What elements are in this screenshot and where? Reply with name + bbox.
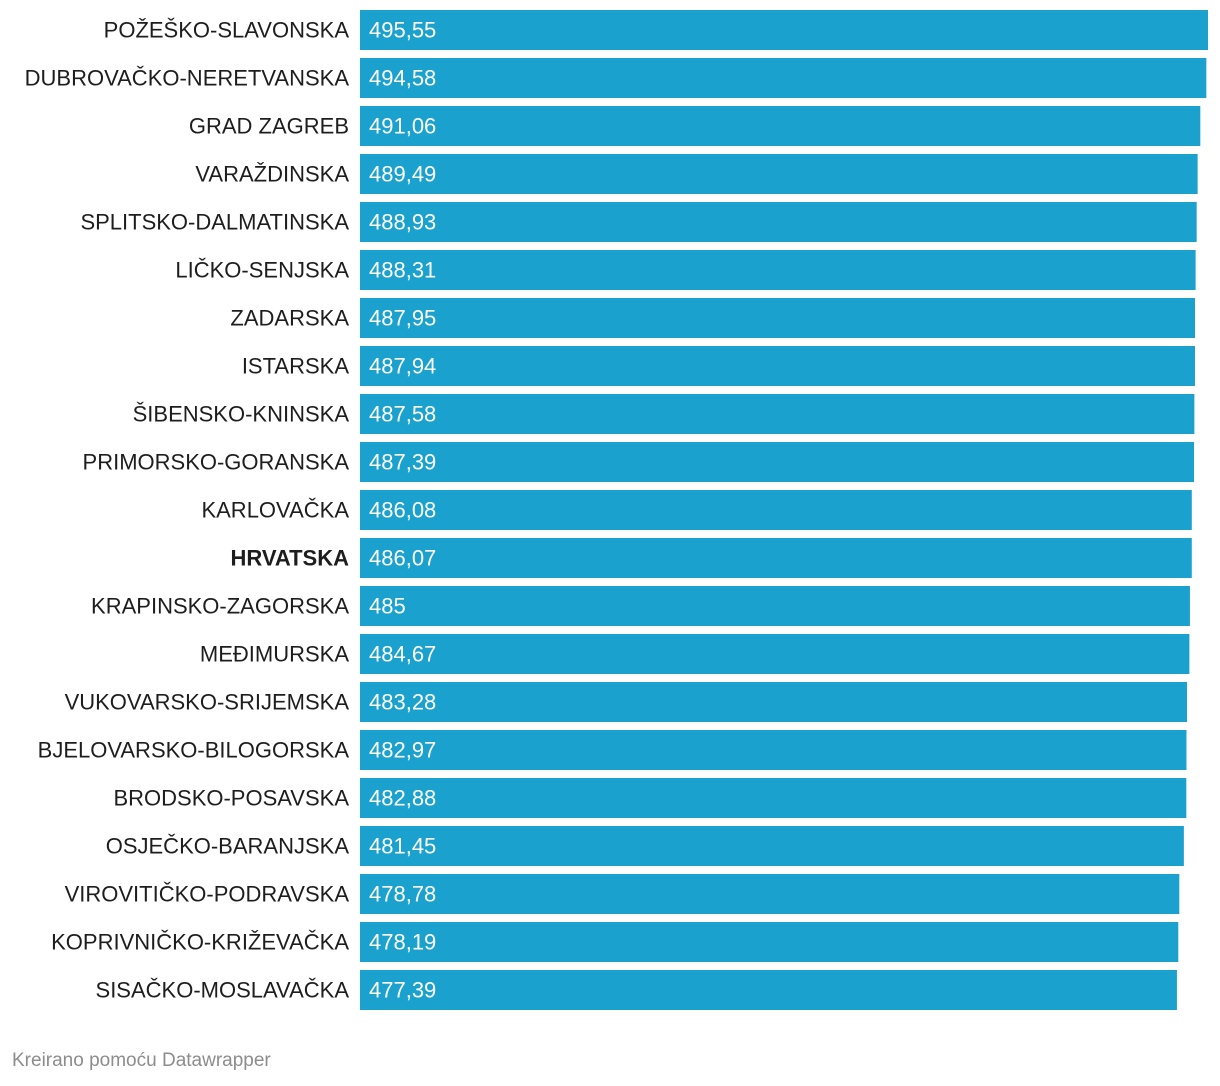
value-label: 482,97: [369, 738, 436, 763]
value-label: 483,28: [369, 690, 436, 715]
category-label: PRIMORSKO-GORANSKA: [83, 450, 350, 475]
bar: [360, 106, 1201, 146]
bar-row: KOPRIVNIČKO-KRIŽEVAČKA 478,19: [51, 922, 1179, 962]
value-label: 478,19: [369, 930, 436, 955]
bar-row: VARAŽDINSKA 489,49: [195, 154, 1198, 194]
bar: [360, 538, 1192, 578]
bar: [360, 58, 1207, 98]
category-label: ISTARSKA: [242, 354, 350, 379]
value-label: 485: [369, 594, 406, 619]
value-label: 482,88: [369, 786, 436, 811]
category-label: ZADARSKA: [230, 306, 349, 331]
category-label: BJELOVARSKO-BILOGORSKA: [38, 738, 350, 763]
value-label: 486,07: [369, 546, 436, 571]
bar: [360, 250, 1196, 290]
category-label: HRVATSKA: [230, 546, 349, 571]
bar-row: POŽEŠKO-SLAVONSKA 495,55: [104, 10, 1208, 50]
category-label: OSJEČKO-BARANJSKA: [106, 834, 350, 859]
bar: [360, 394, 1195, 434]
bar: [360, 442, 1195, 482]
value-label: 487,39: [369, 450, 436, 475]
category-label: KARLOVAČKA: [201, 498, 349, 523]
category-label: KOPRIVNIČKO-KRIŽEVAČKA: [51, 930, 349, 955]
value-label: 487,94: [369, 354, 436, 379]
category-label: GRAD ZAGREB: [189, 114, 349, 139]
category-label: SPLITSKO-DALMATINSKA: [80, 210, 349, 235]
category-label: POŽEŠKO-SLAVONSKA: [104, 18, 350, 43]
category-label: KRAPINSKO-ZAGORSKA: [91, 594, 349, 619]
bar-row: ZADARSKA 487,95: [230, 298, 1195, 338]
value-label: 484,67: [369, 642, 436, 667]
bar-row: SPLITSKO-DALMATINSKA 488,93: [80, 202, 1197, 242]
value-label: 494,58: [369, 66, 436, 91]
bar: [360, 922, 1179, 962]
category-label: VIROVITIČKO-PODRAVSKA: [65, 882, 350, 907]
bar-row: MEĐIMURSKA 484,67: [200, 634, 1190, 674]
category-label: MEĐIMURSKA: [200, 642, 349, 667]
bar-row: BJELOVARSKO-BILOGORSKA 482,97: [38, 730, 1187, 770]
bar: [360, 874, 1180, 914]
bar-row: VIROVITIČKO-PODRAVSKA 478,78: [65, 874, 1180, 914]
category-label: LIČKO-SENJSKA: [175, 258, 349, 283]
bar: [360, 586, 1190, 626]
value-label: 491,06: [369, 114, 436, 139]
bar: [360, 346, 1195, 386]
value-label: 495,55: [369, 18, 436, 43]
bar-row: KARLOVAČKA 486,08: [201, 490, 1192, 530]
bar-row: ISTARSKA 487,94: [242, 346, 1195, 386]
bar-row: BRODSKO-POSAVSKA 482,88: [113, 778, 1187, 818]
bar-row: GRAD ZAGREB 491,06: [189, 106, 1201, 146]
category-label: ŠIBENSKO-KNINSKA: [133, 402, 350, 427]
bar: [360, 826, 1184, 866]
bar: [360, 490, 1192, 530]
bar: [360, 778, 1187, 818]
bar: [360, 730, 1187, 770]
value-label: 487,58: [369, 402, 436, 427]
category-label: DUBROVAČKO-NERETVANSKA: [25, 66, 350, 91]
bar-chart: POŽEŠKO-SLAVONSKA 495,55 DUBROVAČKO-NERETV…: [25, 10, 1208, 1010]
value-label: 478,78: [369, 882, 436, 907]
value-label: 486,08: [369, 498, 436, 523]
bar: [360, 10, 1208, 50]
bar: [360, 154, 1198, 194]
bar-row: VUKOVARSKO-SRIJEMSKA 483,28: [65, 682, 1188, 722]
bar: [360, 682, 1188, 722]
bar-row: LIČKO-SENJSKA 488,31: [175, 250, 1196, 290]
value-label: 488,31: [369, 258, 436, 283]
value-label: 488,93: [369, 210, 436, 235]
category-label: VUKOVARSKO-SRIJEMSKA: [65, 690, 350, 715]
bar-row: DUBROVAČKO-NERETVANSKA 494,58: [25, 58, 1207, 98]
value-label: 487,95: [369, 306, 436, 331]
bar: [360, 634, 1190, 674]
bar-row: KRAPINSKO-ZAGORSKA 485: [91, 586, 1190, 626]
bar-row: HRVATSKA 486,07: [230, 538, 1192, 578]
value-label: 489,49: [369, 162, 436, 187]
bar: [360, 298, 1195, 338]
category-label: VARAŽDINSKA: [195, 162, 349, 187]
category-label: BRODSKO-POSAVSKA: [113, 786, 349, 811]
bar-row: PRIMORSKO-GORANSKA 487,39: [83, 442, 1195, 482]
value-label: 477,39: [369, 978, 436, 1003]
bar-row: ŠIBENSKO-KNINSKA 487,58: [133, 394, 1195, 434]
bar: [360, 970, 1177, 1010]
value-label: 481,45: [369, 834, 436, 859]
datawrapper-credit[interactable]: Kreirano pomoću Datawrapper: [12, 1050, 271, 1071]
bar-row: SISAČKO-MOSLAVAČKA 477,39: [96, 970, 1177, 1010]
category-label: SISAČKO-MOSLAVAČKA: [96, 978, 350, 1003]
bar-row: OSJEČKO-BARANJSKA 481,45: [106, 826, 1184, 866]
bar: [360, 202, 1197, 242]
